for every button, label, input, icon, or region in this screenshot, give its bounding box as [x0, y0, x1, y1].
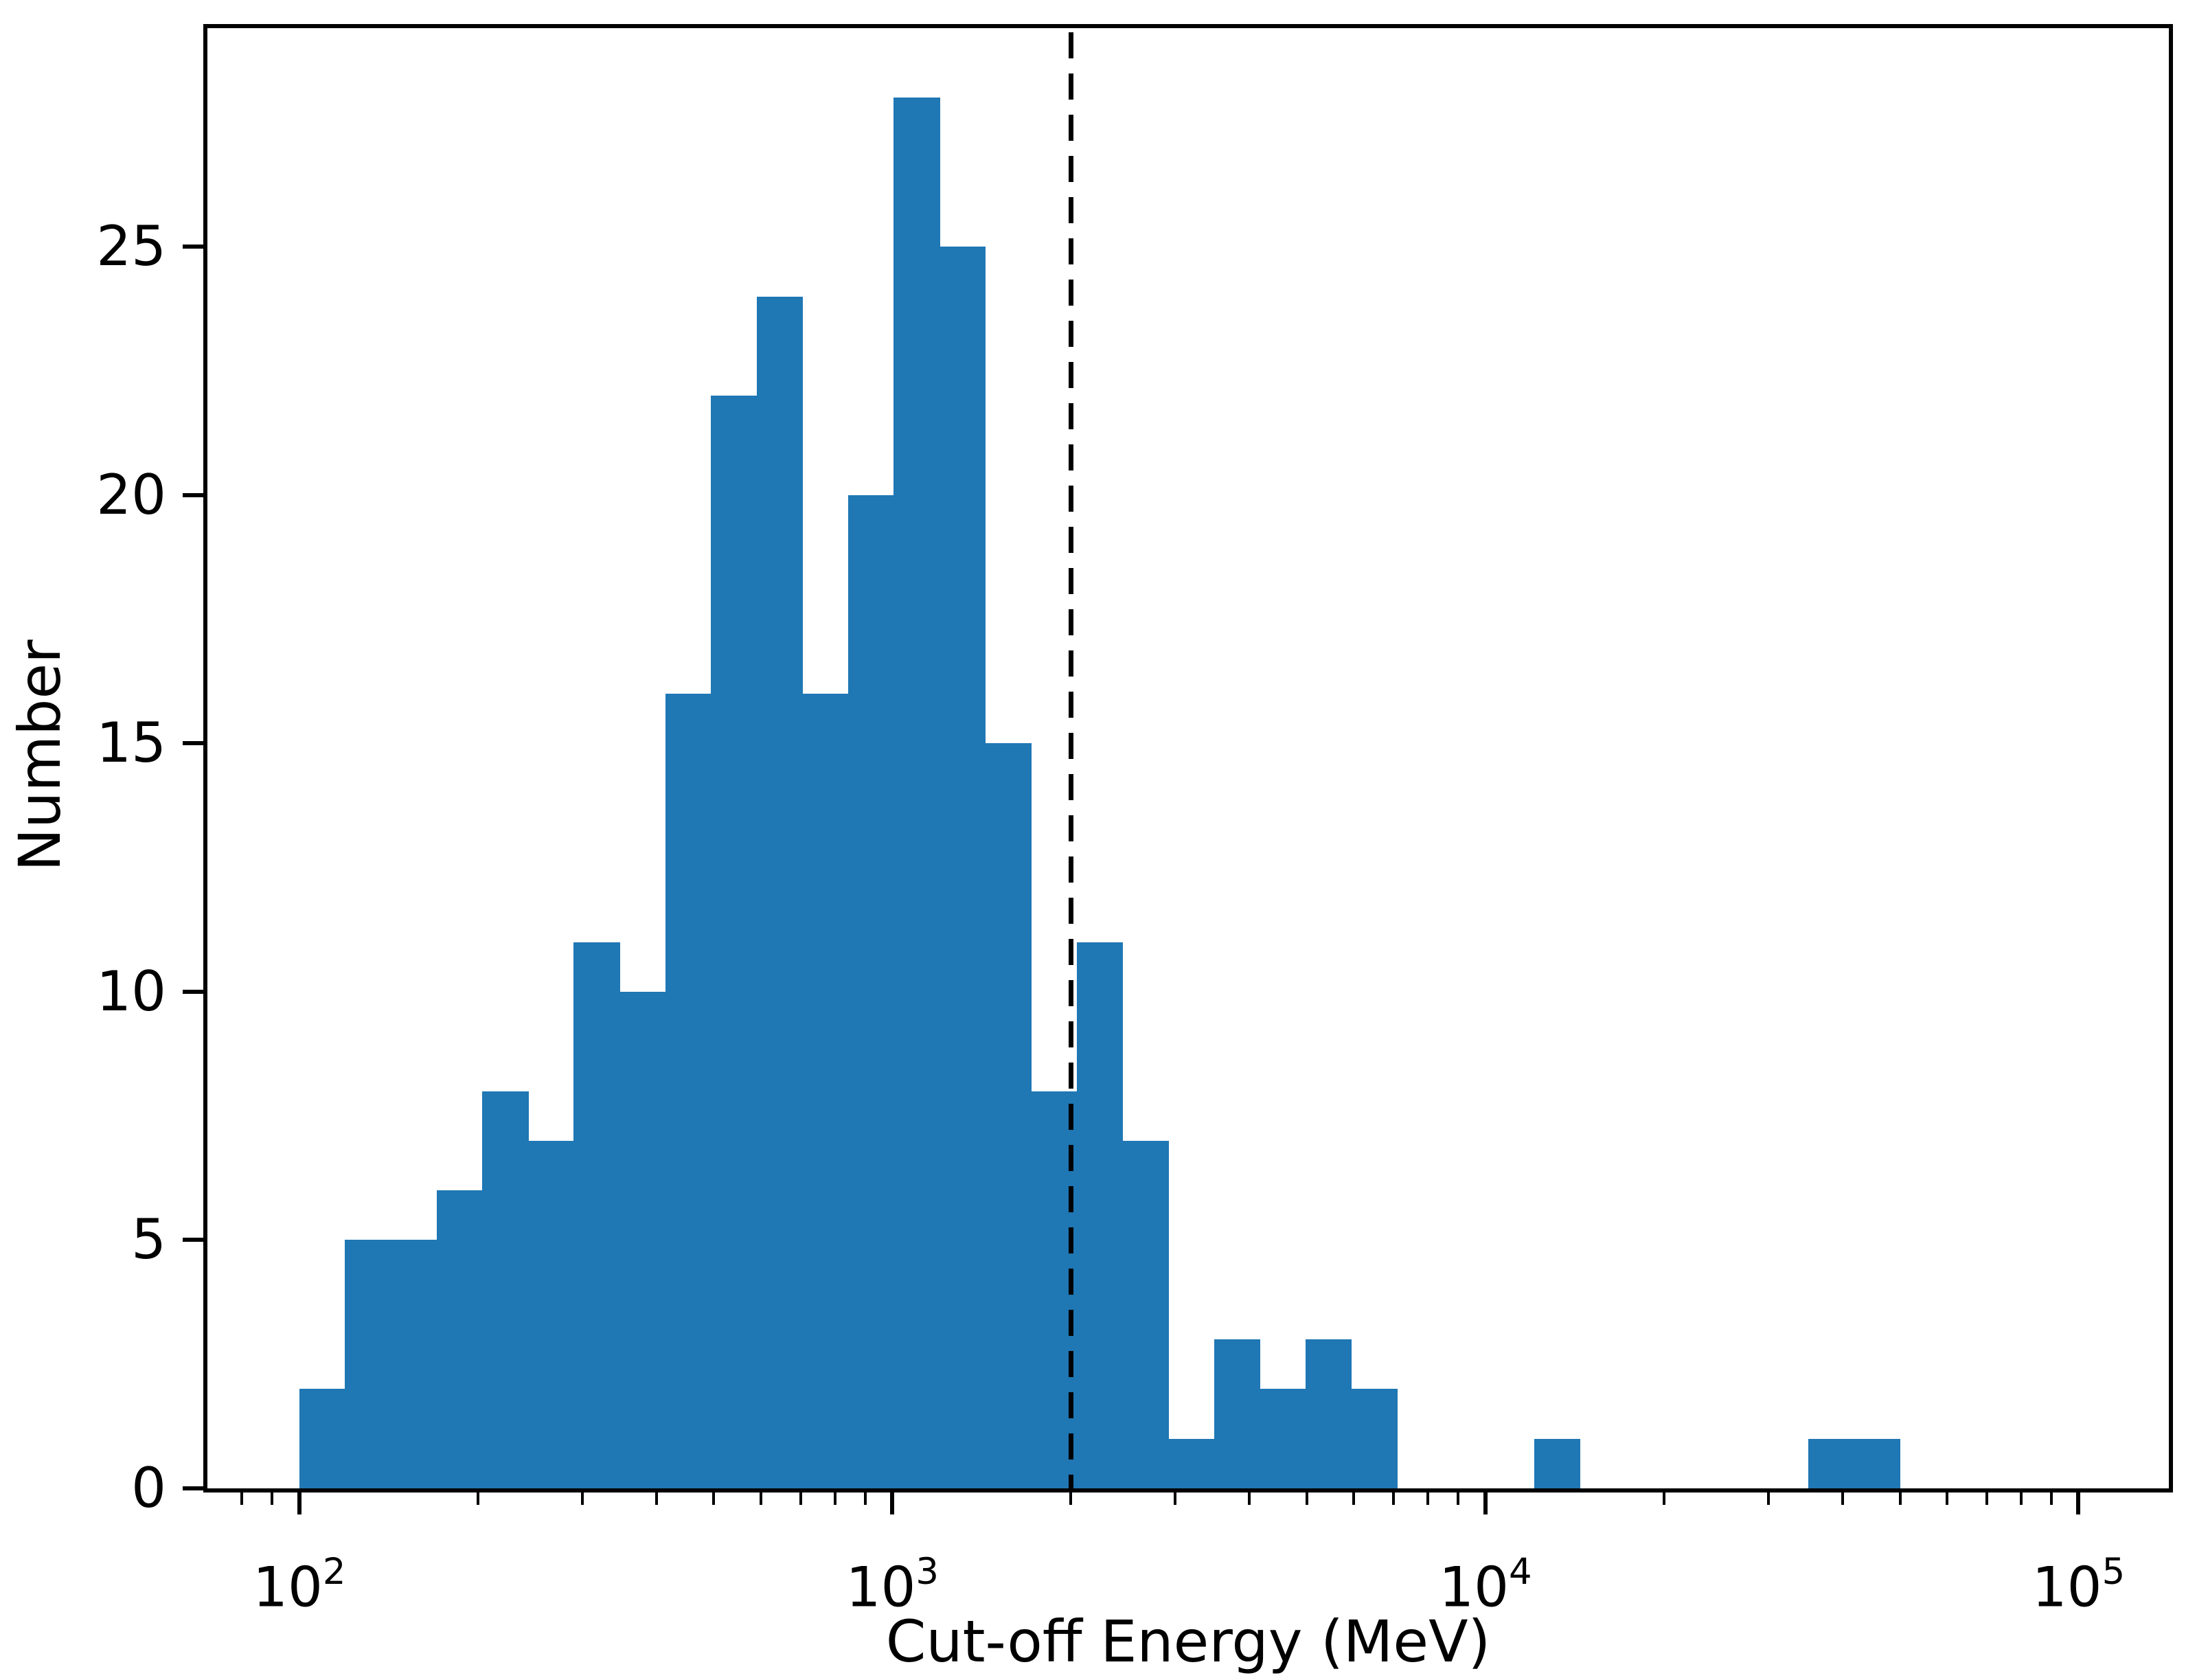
x-minor-tick	[271, 1492, 274, 1505]
histogram-bar	[847, 495, 895, 1488]
x-minor-tick	[1392, 1492, 1396, 1505]
x-minor-tick	[1174, 1492, 1177, 1505]
histogram-bar	[1076, 942, 1124, 1488]
x-minor-tick	[863, 1492, 867, 1505]
x-tick-label: 105	[1961, 1534, 2195, 1626]
x-tick-label-base: 10	[253, 1555, 323, 1620]
x-minor-tick	[1069, 1492, 1073, 1505]
histogram-bar	[436, 1190, 483, 1488]
x-tick-label-base: 10	[1439, 1555, 1509, 1620]
x-major-tick	[2076, 1492, 2081, 1514]
x-minor-tick	[2049, 1492, 2053, 1505]
y-major-tick	[183, 1238, 203, 1242]
x-minor-tick	[799, 1492, 802, 1505]
histogram-bar	[345, 1240, 391, 1488]
histogram-bar	[940, 247, 986, 1488]
y-tick-label: 20	[96, 462, 166, 527]
y-major-tick	[183, 741, 203, 746]
y-tick-label: 25	[96, 214, 166, 279]
histogram-bar	[756, 296, 803, 1488]
x-minor-tick	[712, 1492, 716, 1505]
x-major-tick	[890, 1492, 895, 1514]
x-tick-label-exponent: 5	[2102, 1551, 2126, 1593]
x-minor-tick	[1426, 1492, 1430, 1505]
y-major-tick	[183, 245, 203, 249]
x-minor-tick	[833, 1492, 836, 1505]
y-major-tick	[183, 492, 203, 497]
histogram-bar	[1214, 1339, 1260, 1488]
x-minor-tick	[1248, 1492, 1251, 1505]
histogram-bar	[1534, 1438, 1581, 1488]
x-tick-label: 104	[1369, 1534, 1602, 1626]
histogram-bar	[299, 1389, 346, 1488]
x-minor-tick	[1945, 1492, 1948, 1505]
histogram-bar	[482, 1091, 529, 1488]
x-tick-label-exponent: 3	[915, 1551, 940, 1593]
y-axis-title: Number	[6, 639, 73, 872]
histogram-bar	[893, 98, 940, 1488]
x-minor-tick	[1662, 1492, 1665, 1505]
x-minor-tick	[1766, 1492, 1770, 1505]
histogram-bar	[1168, 1438, 1215, 1488]
x-tick-label: 103	[775, 1534, 1009, 1626]
x-minor-tick	[1352, 1492, 1356, 1505]
x-minor-tick	[1985, 1492, 1988, 1505]
x-tick-label: 102	[183, 1534, 416, 1626]
x-minor-tick	[654, 1492, 658, 1505]
histogram-bar	[802, 694, 849, 1488]
x-minor-tick	[1898, 1492, 1902, 1505]
y-tick-label: 15	[96, 711, 166, 775]
bars-layer	[207, 28, 2169, 1488]
y-tick-label: 5	[131, 1207, 166, 1272]
histogram-bar	[573, 942, 620, 1488]
histogram-bar	[985, 743, 1032, 1488]
y-tick-label: 10	[96, 959, 166, 1023]
y-major-tick	[183, 989, 203, 994]
histogram-bar	[1122, 1140, 1169, 1488]
x-tick-label-exponent: 2	[322, 1551, 346, 1593]
histogram-bar	[619, 991, 666, 1488]
x-minor-tick	[240, 1492, 244, 1505]
x-major-tick	[1483, 1492, 1488, 1514]
plot-area	[203, 24, 2173, 1492]
x-minor-tick	[2019, 1492, 2023, 1505]
x-minor-tick	[1305, 1492, 1308, 1505]
cutoff-threshold-line	[1068, 32, 1073, 1488]
x-minor-tick	[759, 1492, 762, 1505]
histogram-bar	[1260, 1389, 1306, 1488]
y-major-tick	[183, 1486, 203, 1490]
x-minor-tick	[1457, 1492, 1460, 1505]
y-tick-label: 0	[131, 1456, 166, 1520]
histogram-bar	[527, 1140, 575, 1488]
histogram-bar	[1854, 1438, 1901, 1488]
x-tick-label-exponent: 4	[1509, 1551, 1532, 1593]
histogram-bar	[1808, 1438, 1855, 1488]
histogram-bar	[665, 694, 712, 1488]
x-major-tick	[297, 1492, 301, 1514]
histogram-bar	[1305, 1339, 1352, 1488]
x-tick-label-base: 10	[2031, 1555, 2102, 1620]
histogram-bar	[391, 1240, 437, 1488]
x-minor-tick	[580, 1492, 584, 1505]
x-minor-tick	[476, 1492, 479, 1505]
x-tick-label-base: 10	[845, 1555, 916, 1620]
histogram-bar	[1351, 1389, 1398, 1488]
x-minor-tick	[1841, 1492, 1844, 1505]
histogram-bar	[711, 396, 758, 1488]
x-axis-title: Cut-off Energy (MeV)	[885, 1608, 1491, 1675]
